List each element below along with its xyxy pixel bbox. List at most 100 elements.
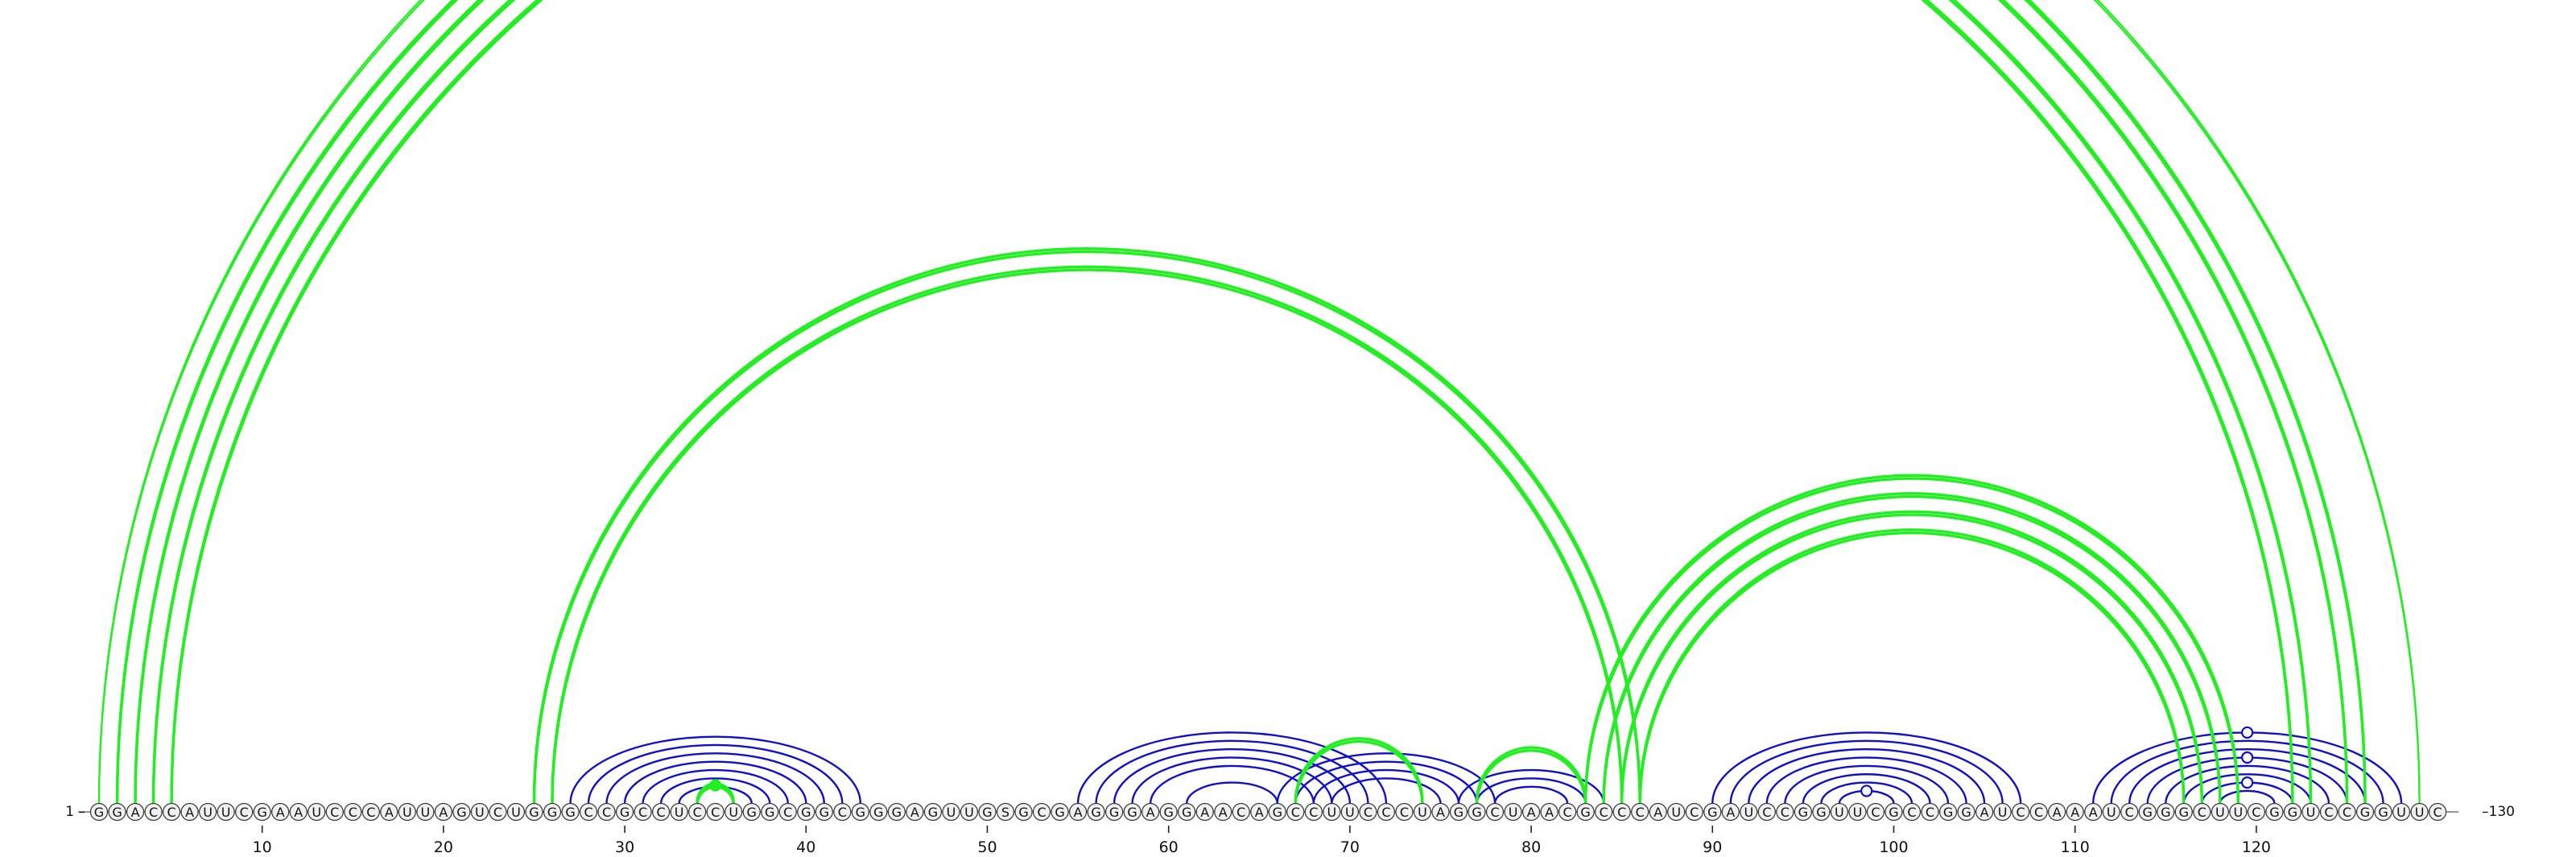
base-letter: C	[1037, 805, 1046, 820]
base-letter: A	[1653, 805, 1662, 820]
base-circle	[1087, 802, 1105, 822]
base-letter: A	[1219, 805, 1228, 820]
base-circle	[1812, 802, 1831, 822]
base-letter: U	[947, 805, 956, 820]
base-letter: G	[620, 805, 630, 820]
base-letter: A	[1545, 805, 1554, 820]
base-letter: A	[2070, 805, 2079, 820]
base-circle	[1921, 802, 1939, 822]
base-circle	[1413, 802, 1432, 822]
base-circle	[634, 802, 652, 822]
pair-arc-green	[532, 250, 1641, 805]
pair-arc-blue	[1729, 739, 2004, 804]
base-letter: U	[1744, 805, 1753, 820]
base-circle	[1649, 802, 1667, 822]
pair-arc-blue	[1476, 777, 1587, 804]
base-circle	[1232, 802, 1250, 822]
base-letter: U	[2415, 805, 2425, 820]
base-circle	[1178, 802, 1196, 822]
base-letter: U	[1671, 805, 1681, 820]
pair-arc-blue	[1312, 768, 1460, 804]
pair-arc-blue	[659, 777, 771, 804]
base-circle	[308, 802, 326, 822]
base-circle	[1340, 802, 1359, 822]
base-circle	[1776, 802, 1794, 822]
base-circle	[1123, 802, 1141, 822]
base-letter: C	[1490, 805, 1499, 820]
base-circle	[2319, 802, 2339, 822]
base-circle	[1214, 802, 1232, 822]
base-letter: C	[1781, 805, 1790, 820]
base-circle	[1521, 802, 1541, 822]
base-letter: U	[1853, 805, 1863, 820]
pair-arc-green	[1638, 531, 2186, 805]
base-letter: G	[765, 805, 774, 820]
base-circle	[1431, 802, 1450, 822]
base-letter: G	[892, 805, 902, 820]
base-letter: G	[1943, 805, 1953, 820]
base-circle	[180, 802, 199, 822]
base-letter: G	[1055, 805, 1064, 820]
base-letter: U	[2107, 805, 2116, 820]
base-letter: C	[657, 805, 666, 820]
base-letter: U	[511, 805, 521, 820]
base-circle	[2428, 802, 2447, 822]
base-circle	[1993, 802, 2012, 822]
base-letter: G	[1127, 805, 1137, 820]
base-circle	[2338, 802, 2356, 822]
base-circle	[1938, 802, 1958, 822]
base-circle	[597, 802, 616, 822]
base-letter: U	[1418, 805, 1427, 820]
tick-label: 120	[2242, 838, 2271, 856]
pair-arc-green	[115, 0, 2367, 802]
base-letter: U	[1327, 805, 1337, 820]
tick-label: 50	[977, 838, 997, 856]
pair-arc-blue	[1802, 773, 1931, 804]
pair-arc-blue	[2165, 764, 2330, 804]
pair-arc-blue	[2128, 747, 2367, 804]
base-letter: G	[529, 805, 539, 820]
pair-arc-green	[1620, 510, 2204, 802]
base-letter: U	[1345, 805, 1355, 820]
base-circle	[923, 802, 943, 822]
base-letter: A	[131, 805, 140, 820]
base-letter: G	[1109, 805, 1119, 820]
base-circle	[706, 802, 724, 822]
base-letter: C	[2034, 805, 2043, 820]
tick-label: 40	[796, 838, 815, 856]
base-circle	[1957, 802, 1975, 822]
pair-arc-blue	[1711, 731, 2022, 804]
base-letter: G	[2269, 805, 2279, 820]
base-circle	[1268, 802, 1286, 822]
base-letter: G	[819, 805, 829, 820]
base-letter: C	[1291, 805, 1300, 820]
apex-marker	[2241, 776, 2254, 789]
base-circle	[778, 802, 797, 822]
tick-label: 110	[2061, 838, 2090, 856]
pair-arc-blue	[569, 735, 862, 804]
base-circle	[271, 802, 290, 822]
pair-arc-blue	[605, 752, 825, 804]
pair-arc-green	[134, 0, 2349, 805]
pair-arc-blue	[1820, 781, 1913, 804]
base-letter: A	[1980, 805, 1989, 820]
base-circle	[543, 802, 562, 822]
base-letter: C	[149, 805, 158, 820]
tick-label: 60	[1159, 838, 1179, 856]
base-circle	[561, 802, 580, 822]
base-circle	[869, 802, 888, 822]
base-letter: G	[747, 805, 757, 820]
base-letter: G	[873, 805, 883, 820]
base-circle	[470, 802, 489, 822]
base-letter: A	[1146, 805, 1155, 820]
pair-arc-blue	[1149, 764, 1315, 804]
tick-label: 10	[253, 838, 272, 856]
blue-pair-arcs	[569, 731, 2403, 804]
base-circle	[1866, 802, 1885, 822]
base-letter: G	[2143, 805, 2153, 820]
base-letter: U	[2306, 805, 2316, 820]
base-letter: U	[475, 805, 485, 820]
base-circle	[1449, 802, 1468, 822]
tick-label: 70	[1340, 838, 1360, 856]
